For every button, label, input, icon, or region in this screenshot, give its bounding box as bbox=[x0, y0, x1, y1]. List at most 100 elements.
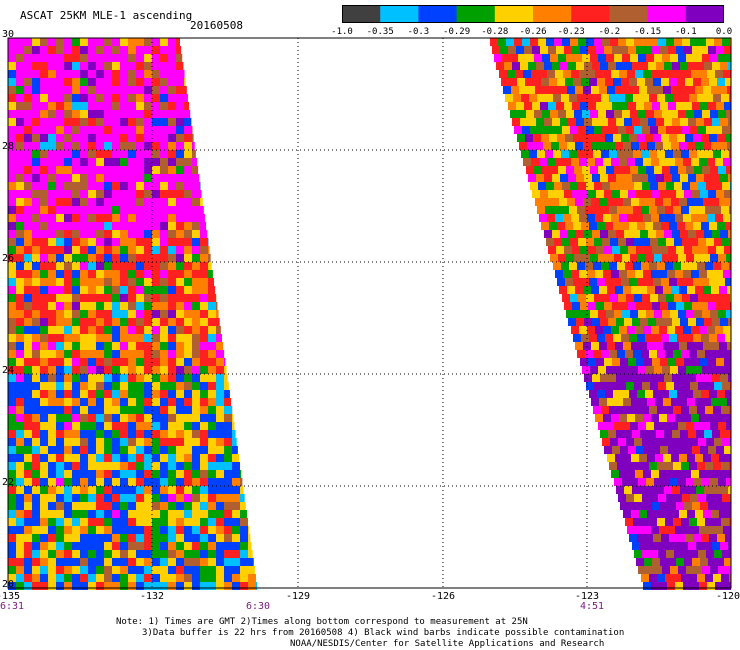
swath-cell bbox=[653, 334, 661, 342]
swath-cell bbox=[720, 62, 728, 70]
swath-cell bbox=[623, 142, 631, 150]
swath-cell bbox=[704, 62, 712, 70]
swath-cell bbox=[128, 262, 136, 270]
swath-cell bbox=[232, 574, 240, 582]
swath-cell bbox=[729, 206, 731, 214]
swath-cell bbox=[120, 70, 128, 78]
swath-cell bbox=[580, 190, 588, 198]
swath-cell bbox=[152, 126, 160, 134]
swath-cell bbox=[40, 102, 48, 110]
swath-cell bbox=[80, 102, 88, 110]
swath-cell bbox=[608, 230, 616, 238]
swath-cell bbox=[723, 214, 731, 222]
swath-cell bbox=[543, 142, 551, 150]
swath-cell bbox=[160, 206, 168, 214]
swath-cell bbox=[723, 470, 731, 478]
swath-cell bbox=[32, 574, 40, 582]
swath-cell bbox=[677, 278, 685, 286]
swath-cell bbox=[16, 270, 24, 278]
swath-cell bbox=[16, 334, 24, 342]
swath-cell bbox=[678, 54, 686, 62]
swath-cell bbox=[562, 126, 570, 134]
swath-cell bbox=[96, 214, 104, 222]
swath-cell bbox=[80, 150, 88, 158]
swath-cell bbox=[544, 230, 552, 238]
swath-cell bbox=[724, 558, 731, 566]
swath-cell bbox=[208, 270, 213, 278]
swath-cell bbox=[96, 462, 104, 470]
swath-cell bbox=[552, 118, 560, 126]
swath-cell bbox=[80, 566, 88, 574]
swath-cell bbox=[144, 574, 152, 582]
swath-cell bbox=[176, 78, 184, 86]
swath-cell bbox=[625, 206, 633, 214]
swath-cell bbox=[616, 118, 624, 126]
swath-cell bbox=[48, 46, 56, 54]
swath-cell bbox=[56, 398, 64, 406]
swath-cell bbox=[104, 542, 112, 550]
swath-cell bbox=[48, 446, 56, 454]
swath-cell bbox=[152, 150, 160, 158]
swath-cell bbox=[24, 438, 32, 446]
swath-cell bbox=[528, 174, 536, 182]
swath-cell bbox=[621, 222, 629, 230]
swath-cell bbox=[629, 390, 637, 398]
swath-cell bbox=[72, 182, 80, 190]
swath-cell bbox=[56, 286, 64, 294]
swath-cell bbox=[72, 326, 80, 334]
swath-cell bbox=[192, 406, 200, 414]
swath-cell bbox=[48, 254, 56, 262]
swath-cell bbox=[685, 134, 693, 142]
colorbar-label: -0.23 bbox=[557, 27, 585, 37]
swath-cell bbox=[240, 510, 247, 518]
swath-cell bbox=[526, 110, 534, 118]
swath-cell bbox=[628, 446, 636, 454]
swath-cell bbox=[523, 70, 531, 78]
swath-cell bbox=[580, 102, 588, 110]
swath-cell bbox=[654, 254, 662, 262]
swath-cell bbox=[673, 462, 681, 470]
swath-cell bbox=[184, 166, 192, 174]
swath-cell bbox=[24, 414, 32, 422]
swath-cell bbox=[80, 406, 88, 414]
swath-cell bbox=[636, 358, 644, 366]
swath-cell bbox=[40, 70, 48, 78]
swath-cell bbox=[200, 246, 208, 254]
swath-cell bbox=[128, 270, 136, 278]
swath-cell bbox=[703, 510, 711, 518]
swath-cell bbox=[16, 438, 24, 446]
swath-cell bbox=[602, 382, 610, 390]
swath-cell bbox=[24, 470, 32, 478]
swath-cell bbox=[622, 54, 630, 62]
swath-cell bbox=[128, 510, 136, 518]
swath-cell bbox=[679, 142, 687, 150]
swath-cell bbox=[706, 550, 714, 558]
swath-cell bbox=[604, 46, 612, 54]
swath-cell bbox=[680, 230, 688, 238]
swath-cell bbox=[676, 102, 684, 110]
swath-cell bbox=[32, 38, 40, 46]
swath-cell bbox=[720, 118, 728, 126]
swath-cell bbox=[160, 62, 168, 70]
swath-cell bbox=[160, 230, 168, 238]
swath-cell bbox=[598, 310, 606, 318]
swath-cell bbox=[56, 206, 64, 214]
lon-label-132: -132 bbox=[139, 591, 165, 602]
swath-cell bbox=[72, 350, 80, 358]
swath-cell bbox=[528, 118, 536, 126]
swath-cell bbox=[24, 78, 32, 86]
swath-cell bbox=[671, 342, 679, 350]
swath-cell bbox=[622, 366, 630, 374]
swath-cell bbox=[721, 94, 729, 102]
swath-cell bbox=[683, 326, 691, 334]
swath-cell bbox=[574, 54, 582, 62]
swath-cell bbox=[566, 54, 574, 62]
swath-cell bbox=[651, 582, 659, 590]
swath-cell bbox=[721, 206, 729, 214]
swath-cell bbox=[128, 166, 136, 174]
swath-cell bbox=[697, 150, 705, 158]
swath-cell bbox=[128, 558, 136, 566]
swath-cell bbox=[136, 278, 144, 286]
swath-cell bbox=[32, 518, 40, 526]
swath-cell bbox=[168, 326, 176, 334]
